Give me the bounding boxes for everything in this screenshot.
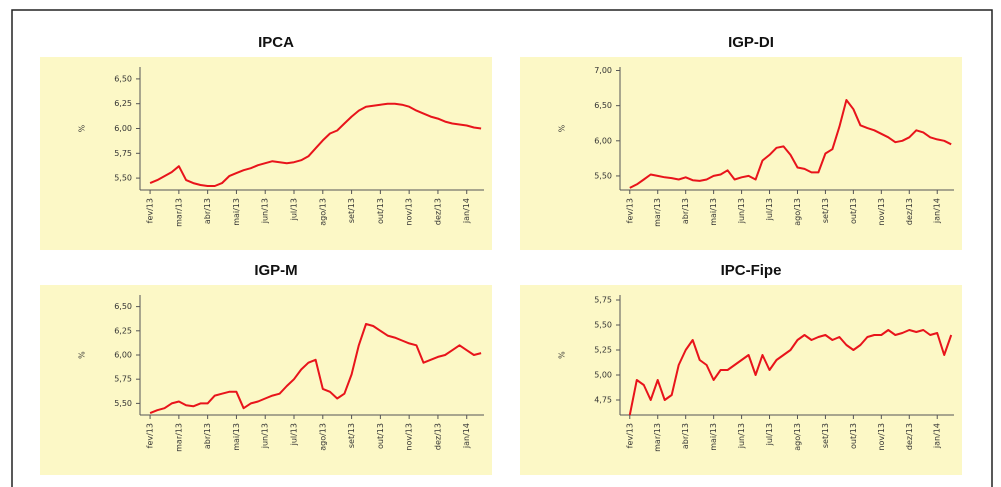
x-tick-label: jun/13 (261, 423, 270, 449)
frame (11, 9, 993, 487)
x-tick-label: jun/13 (737, 198, 746, 224)
x-tick-label: set/13 (347, 198, 356, 223)
panel-background (40, 285, 492, 475)
x-tick-label: fev/13 (625, 198, 634, 223)
x-tick-label: dez/13 (433, 198, 442, 225)
x-tick-label: out/13 (849, 423, 858, 449)
x-tick-label: mar/13 (174, 198, 183, 227)
x-tick-label: mai/13 (232, 423, 241, 451)
y-tick-label: 6,50 (594, 101, 612, 110)
x-tick-label: nov/13 (877, 423, 886, 451)
chart-title: IGP-DI (728, 34, 774, 51)
x-tick-label: set/13 (821, 198, 830, 223)
x-tick-label: jul/13 (765, 423, 774, 446)
x-tick-label: nov/13 (405, 198, 414, 226)
panel-background (520, 285, 962, 475)
x-tick-label: fev/13 (625, 423, 634, 448)
x-tick-label: abr/13 (203, 198, 212, 224)
y-tick-label: 7,00 (594, 66, 612, 75)
x-tick-label: set/13 (821, 423, 830, 448)
x-tick-label: jan/14 (462, 423, 471, 449)
y-tick-label: 5,50 (594, 171, 612, 180)
y-tick-label: 6,25 (114, 326, 132, 335)
y-tick-label: 5,00 (594, 371, 612, 380)
series-line (149, 323, 482, 415)
x-tick-label: mai/13 (709, 423, 718, 451)
y-tick-label: 5,50 (114, 399, 132, 408)
x-tick-label: jan/14 (462, 198, 471, 224)
x-tick-label: set/13 (347, 423, 356, 448)
x-tick-label: fev/13 (146, 423, 155, 448)
x-tick-label: fev/13 (146, 198, 155, 223)
chart-title: IGP-M (254, 262, 297, 279)
x-tick-label: out/13 (849, 198, 858, 224)
x-tick-label: jul/13 (765, 198, 774, 221)
chart-title: IPC-Fipe (721, 262, 782, 279)
y-tick-label: 5,75 (114, 149, 132, 158)
y-tick-label: 4,75 (594, 396, 612, 405)
x-tick-label: jul/13 (290, 423, 299, 446)
y-tick-label: 5,75 (594, 296, 612, 305)
x-tick-label: mar/13 (653, 423, 662, 452)
panel-background (40, 57, 492, 250)
x-tick-label: dez/13 (433, 423, 442, 450)
chart-title: IPCA (258, 34, 294, 51)
y-tick-label: 6,50 (114, 302, 132, 311)
y-tick-label: 6,00 (114, 351, 132, 360)
y-tick-label: 6,00 (594, 136, 612, 145)
x-tick-label: abr/13 (681, 198, 690, 224)
x-tick-label: abr/13 (681, 423, 690, 449)
x-tick-label: mar/13 (653, 198, 662, 227)
x-tick-label: out/13 (376, 198, 385, 224)
y-tick-label: 5,25 (594, 346, 612, 355)
x-tick-label: ago/13 (318, 423, 327, 451)
x-tick-label: ago/13 (793, 423, 802, 451)
x-tick-label: jan/14 (933, 423, 942, 449)
x-tick-label: out/13 (376, 423, 385, 449)
x-tick-label: mai/13 (232, 198, 241, 226)
y-tick-label: 5,75 (114, 375, 132, 384)
y-axis-label: % (558, 351, 567, 359)
y-tick-label: 5,50 (114, 174, 132, 183)
y-tick-label: 6,25 (114, 99, 132, 108)
y-axis-label: % (78, 351, 87, 359)
x-tick-label: mai/13 (709, 198, 718, 226)
x-tick-label: ago/13 (793, 198, 802, 226)
series-line (149, 102, 482, 187)
x-tick-label: nov/13 (405, 423, 414, 451)
x-tick-label: jun/13 (737, 423, 746, 449)
x-tick-label: jan/14 (933, 198, 942, 224)
series-line (629, 99, 952, 189)
y-tick-label: 5,50 (594, 321, 612, 330)
y-axis-label: % (558, 124, 567, 132)
x-tick-label: jun/13 (261, 198, 270, 224)
panel-background (520, 57, 962, 250)
x-tick-label: mar/13 (174, 423, 183, 452)
x-tick-label: jul/13 (290, 198, 299, 221)
x-tick-label: nov/13 (877, 198, 886, 226)
x-tick-label: abr/13 (203, 423, 212, 449)
x-tick-label: dez/13 (905, 423, 914, 450)
x-tick-label: ago/13 (318, 198, 327, 226)
y-tick-label: 6,00 (114, 124, 132, 133)
x-tick-label: dez/13 (905, 198, 914, 225)
series-line (628, 329, 953, 416)
y-axis-label: % (78, 124, 87, 132)
y-tick-label: 6,50 (114, 74, 132, 83)
